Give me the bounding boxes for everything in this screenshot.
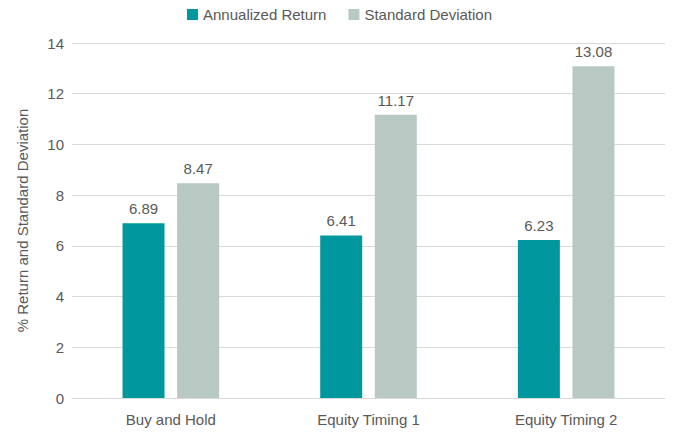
svg-text:6.23: 6.23 [524, 217, 553, 234]
svg-text:Annualized Return: Annualized Return [203, 6, 326, 23]
svg-text:Equity Timing 1: Equity Timing 1 [317, 411, 420, 428]
svg-text:Standard Deviation: Standard Deviation [364, 6, 492, 23]
svg-text:8.47: 8.47 [184, 160, 213, 177]
svg-text:6.89: 6.89 [129, 200, 158, 217]
svg-text:14: 14 [47, 35, 64, 52]
svg-text:4: 4 [56, 288, 64, 305]
svg-text:13.08: 13.08 [575, 43, 613, 60]
svg-text:11.17: 11.17 [378, 92, 414, 109]
svg-text:6.41: 6.41 [327, 212, 356, 229]
svg-text:6: 6 [56, 237, 64, 254]
svg-text:2: 2 [56, 339, 64, 356]
svg-text:12: 12 [47, 85, 64, 102]
svg-text:Buy and Hold: Buy and Hold [126, 411, 216, 428]
svg-text:10: 10 [47, 136, 64, 153]
svg-text:0: 0 [56, 390, 64, 407]
svg-text:Equity Timing 2: Equity Timing 2 [515, 411, 618, 428]
svg-text:% Return and Standard Deviatio: % Return and Standard Deviation [14, 109, 31, 332]
svg-text:8: 8 [56, 187, 64, 204]
